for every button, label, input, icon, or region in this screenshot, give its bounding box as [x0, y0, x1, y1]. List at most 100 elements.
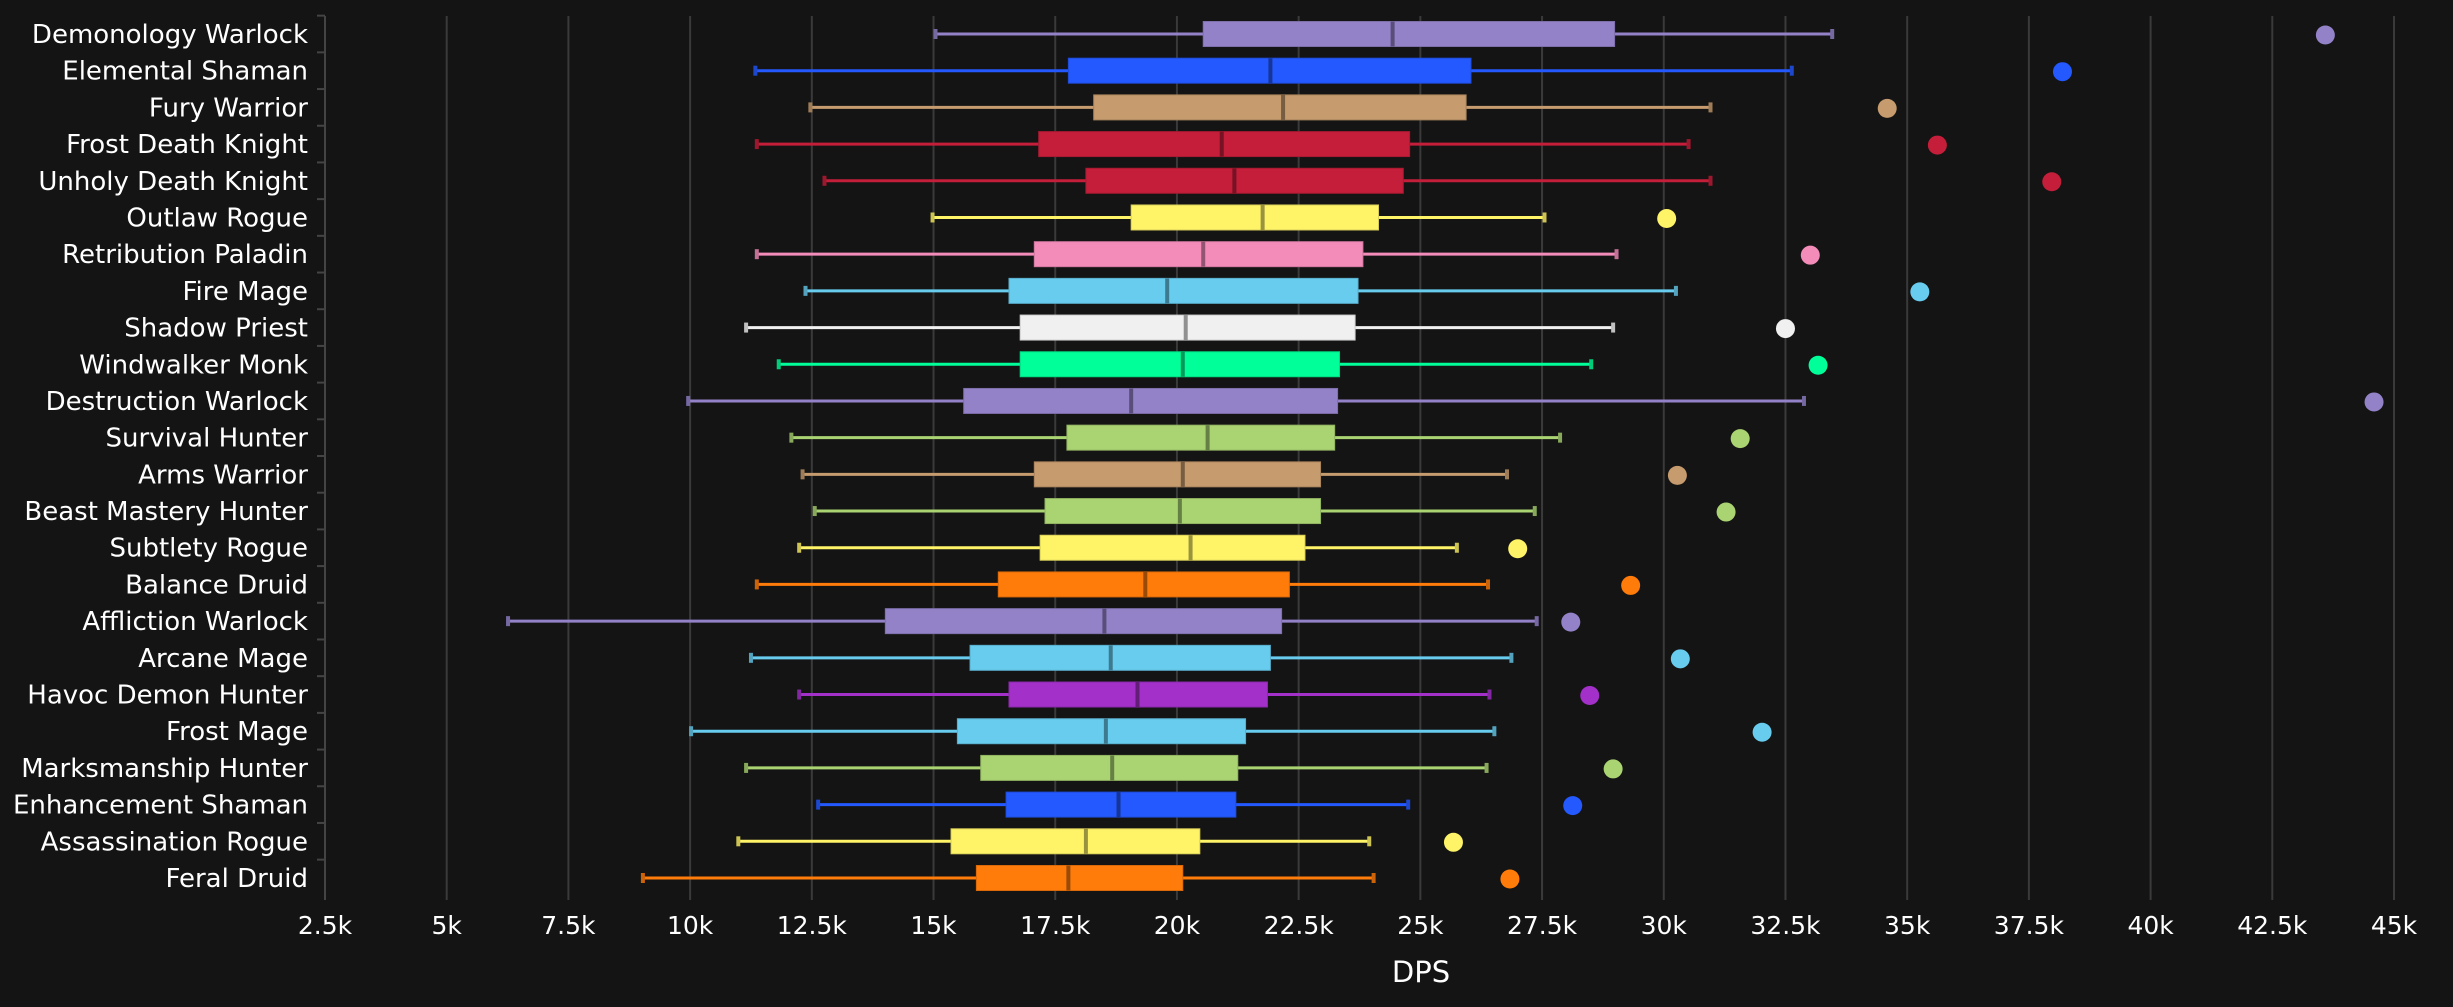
y-tick-label: Unholy Death Knight — [38, 167, 308, 197]
x-tick-label: 42.5k — [2237, 911, 2308, 940]
box-iqr — [1066, 424, 1336, 451]
box-iqr — [969, 644, 1271, 671]
box-iqr — [1044, 498, 1322, 525]
box-fire-mage — [803, 277, 1930, 304]
x-axis-label: DPS — [1392, 955, 1450, 989]
y-tick-label: Frost Mage — [166, 717, 308, 747]
box-iqr — [1019, 351, 1341, 378]
x-tick-label: 10k — [667, 911, 714, 940]
outlier-point — [1657, 208, 1677, 228]
box-iqr — [1005, 791, 1237, 818]
y-axis: Demonology Warlock Elemental Shaman Fury W… — [13, 14, 326, 900]
box-arcane-mage — [748, 644, 1690, 671]
box-marksmanship-hunter — [744, 754, 1623, 781]
x-tick-label: 35k — [1884, 911, 1931, 940]
outlier-point — [1563, 796, 1583, 816]
x-tick-label: 22.5k — [1264, 911, 1335, 940]
outlier-point — [1800, 245, 1820, 265]
outlier-point — [1670, 649, 1690, 669]
y-tick-label: Arcane Mage — [138, 644, 308, 674]
outlier-point — [1775, 319, 1795, 339]
box-iqr — [1038, 131, 1411, 158]
y-tick-label: Assassination Rogue — [41, 827, 308, 857]
box-demonology-warlock — [933, 21, 2335, 47]
y-tick-label: Destruction Warlock — [46, 387, 308, 417]
y-tick-label: Shadow Priest — [124, 314, 308, 344]
y-tick-label: Beast Mastery Hunter — [24, 497, 308, 527]
outlier-point — [1716, 502, 1736, 522]
box-iqr — [1093, 94, 1467, 121]
x-tick-label: 17.5k — [1020, 911, 1091, 940]
x-tick-label: 20k — [1154, 911, 1201, 940]
box-frost-death-knight — [754, 131, 1947, 158]
y-tick-label: Subtlety Rogue — [109, 534, 308, 564]
outlier-point — [1508, 539, 1528, 559]
y-tick-label: Arms Warrior — [138, 460, 308, 490]
box-iqr — [884, 608, 1283, 635]
y-tick-label: Demonology Warlock — [32, 20, 308, 50]
box-havoc-demon-hunter — [797, 681, 1600, 708]
outlier-point — [1808, 355, 1828, 375]
y-tick-label: Retribution Paladin — [62, 240, 308, 270]
box-retribution-paladin — [754, 241, 1820, 268]
box-iqr — [975, 865, 1184, 891]
box-iqr — [1130, 204, 1379, 231]
box-outlaw-rogue — [930, 204, 1677, 231]
outlier-point — [1621, 575, 1641, 595]
box-iqr — [1039, 534, 1306, 561]
outlier-point — [1752, 722, 1772, 742]
x-axis: 2.5k 5k 7.5k 10k 12.5k 15k 17.5k 20k 22.5k 25k 27.… — [298, 911, 2418, 940]
outlier-point — [1927, 135, 1947, 155]
x-tick-label: 45k — [2371, 911, 2418, 940]
box-frost-mage — [689, 718, 1772, 745]
box-iqr — [956, 718, 1247, 745]
outlier-point — [1667, 465, 1687, 485]
box-iqr — [963, 387, 1339, 414]
y-tick-label: Marksmanship Hunter — [21, 754, 308, 784]
outlier-point — [1561, 612, 1581, 632]
outlier-point — [1443, 832, 1463, 852]
box-iqr — [980, 754, 1239, 781]
box-iqr — [1033, 241, 1364, 268]
box-iqr — [1008, 277, 1359, 304]
x-tick-label: 25k — [1397, 911, 1444, 940]
box-affliction-warlock — [506, 608, 1581, 635]
box-iqr — [950, 828, 1201, 855]
x-tick-label: 12.5k — [777, 911, 848, 940]
y-tick-label: Balance Druid — [125, 570, 308, 600]
box-windwalker-monk — [776, 351, 1828, 378]
outlier-point — [2042, 172, 2062, 192]
y-tick-label: Havoc Demon Hunter — [27, 681, 308, 711]
box-balance-druid — [754, 571, 1641, 598]
box-unholy-death-knight — [822, 167, 2062, 194]
box-survival-hunter — [789, 424, 1750, 451]
box-elemental-shaman — [753, 57, 2072, 84]
y-tick-label: Frost Death Knight — [66, 130, 308, 160]
y-tick-label: Survival Hunter — [106, 424, 309, 454]
y-tick-label: Enhancement Shaman — [13, 791, 308, 821]
box-iqr — [1202, 21, 1616, 47]
outlier-point — [1877, 98, 1897, 118]
outlier-point — [1910, 282, 1930, 302]
box-shadow-priest — [744, 314, 1795, 341]
box-beast-mastery-hunter — [812, 498, 1736, 525]
box-subtlety-rogue — [797, 534, 1528, 561]
y-tick-label: Fury Warrior — [149, 93, 308, 123]
y-tick-label: Fire Mage — [182, 277, 308, 307]
x-tick-label: 40k — [2127, 911, 2174, 940]
y-tick-label: Affliction Warlock — [82, 607, 308, 637]
box-destruction-warlock — [686, 387, 2384, 414]
x-tick-label: 27.5k — [1507, 911, 1578, 940]
outlier-point — [2364, 392, 2384, 412]
outlier-point — [1603, 759, 1623, 779]
y-tick-label: Feral Druid — [165, 864, 308, 894]
boxes — [506, 21, 2384, 891]
x-tick-label: 15k — [910, 911, 957, 940]
outlier-point — [1730, 429, 1750, 449]
x-tick-label: 2.5k — [298, 911, 353, 940]
box-arms-warrior — [800, 461, 1687, 488]
outlier-point — [1500, 869, 1520, 889]
grid-lines — [445, 16, 2395, 900]
box-assassination-rogue — [736, 828, 1463, 855]
